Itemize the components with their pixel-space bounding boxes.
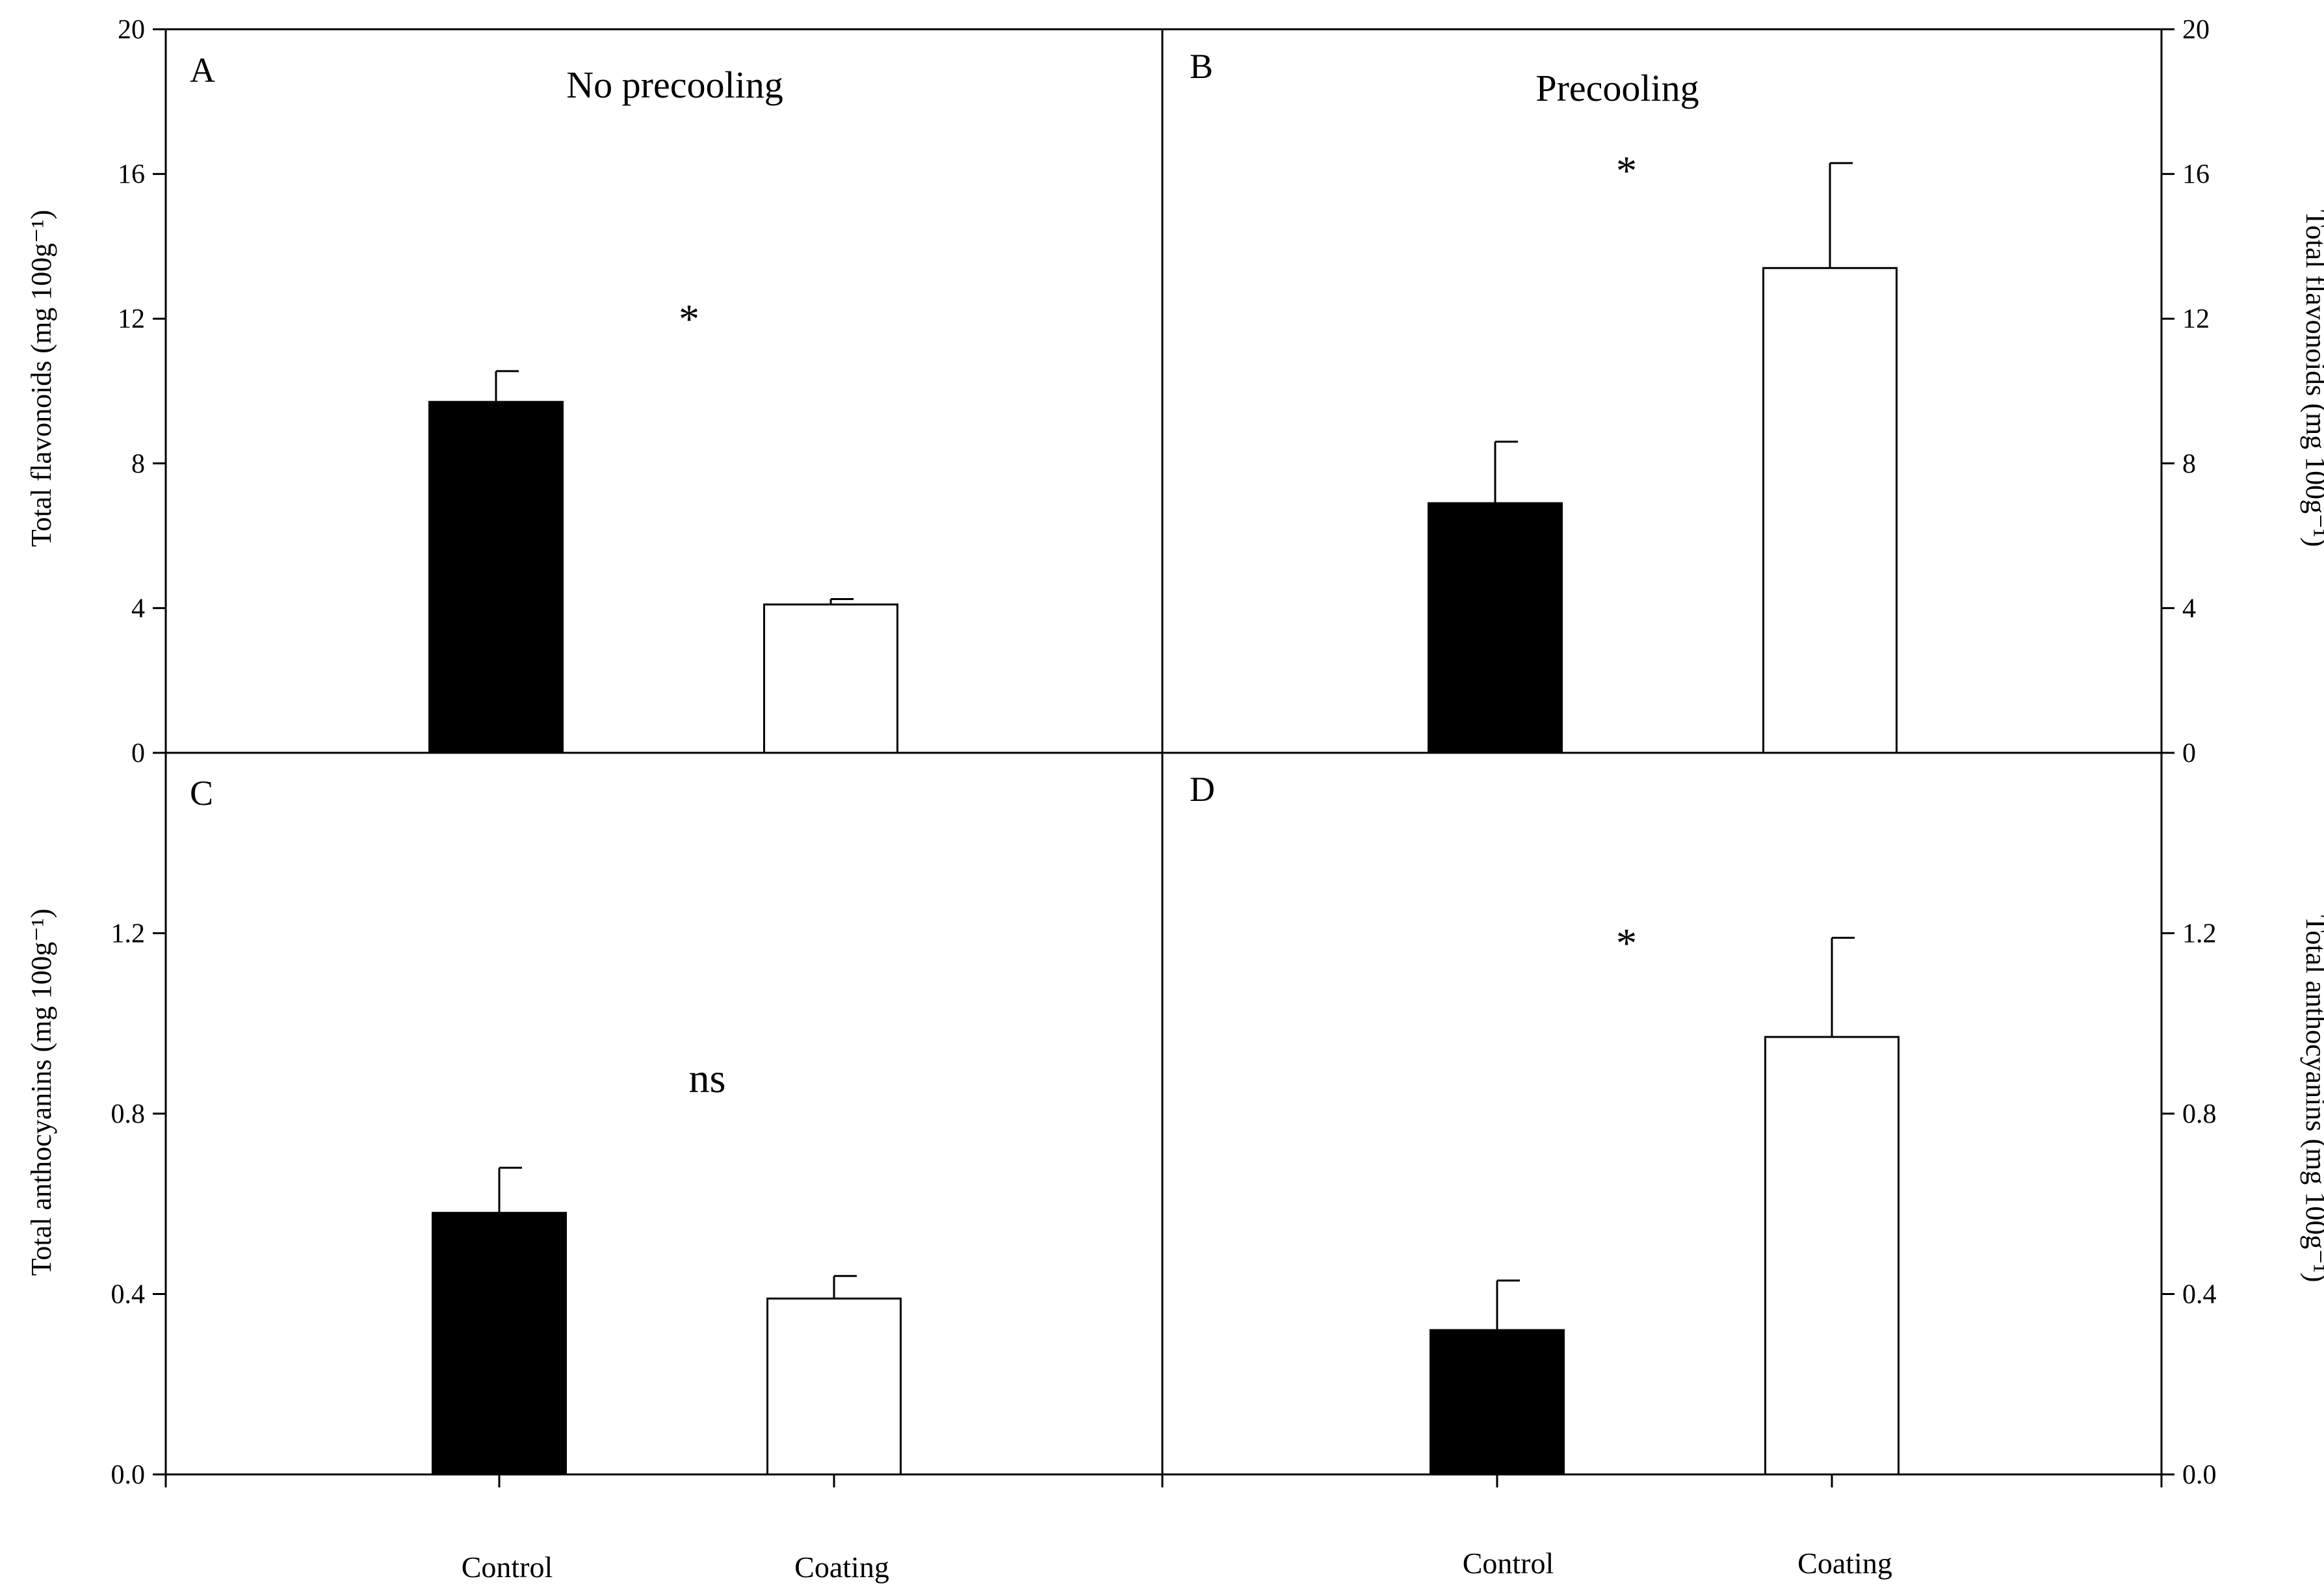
y-tick-label-b-0: 0 — [2182, 739, 2196, 768]
y-tick-label-c-1: 0.4 — [111, 1280, 146, 1310]
category-label-coating-right: Coating — [1797, 1547, 1892, 1580]
plot-layer: 0 4 8 12 16 20 0 4 8 12 16 20 0.0 0.4 0.8 1.2 0.0 0.4 0.8 1… — [111, 15, 2217, 1490]
panel-letter-a: A — [190, 51, 215, 90]
panel-title-b: Precooling — [1535, 67, 1699, 109]
y-axis-title-d: Total anthocyanins (mg 100g⁻¹) — [2300, 915, 2324, 1283]
y-tick-label-d-1: 0.4 — [2182, 1280, 2217, 1310]
bar-a-coating — [763, 603, 898, 754]
y-tick-label-b-2: 8 — [2182, 449, 2196, 479]
y-tick-label-a-4: 16 — [118, 160, 145, 190]
y-tick-label-a-1: 4 — [131, 594, 145, 623]
category-label-control-right: Control — [1463, 1547, 1554, 1580]
y-tick-label-c-0: 0.0 — [111, 1460, 146, 1490]
significance-a: * — [679, 296, 699, 342]
y-tick-label-a-3: 12 — [118, 304, 145, 334]
y-axis-title-b: Total flavonoids (mg 100g⁻¹) — [2300, 210, 2324, 547]
significance-b: * — [1616, 148, 1637, 194]
y-tick-label-a-0: 0 — [131, 739, 145, 768]
y-tick-label-d-0: 0.0 — [2182, 1460, 2217, 1490]
bar-c-coating — [766, 1297, 902, 1476]
significance-c: ns — [689, 1055, 726, 1101]
y-tick-label-c-3: 1.2 — [111, 919, 146, 949]
bar-d-control — [1430, 1329, 1565, 1476]
y-tick-label-b-1: 4 — [2182, 594, 2196, 623]
y-tick-label-d-3: 1.2 — [2182, 919, 2217, 949]
y-tick-label-b-4: 16 — [2182, 160, 2210, 190]
category-label-control-left: Control — [462, 1550, 553, 1584]
panel-title-a: No precooling — [566, 64, 783, 106]
y-axis-title-c: Total anthocyanins (mg 100g⁻¹) — [25, 909, 57, 1276]
category-label-coating-left: Coating — [794, 1550, 889, 1584]
bar-d-coating — [1764, 1036, 1900, 1476]
panel-letter-b: B — [1190, 47, 1213, 86]
y-tick-label-a-2: 8 — [131, 449, 145, 479]
y-axis-title-a: Total flavonoids (mg 100g⁻¹) — [25, 210, 57, 547]
panel-letter-c: C — [190, 774, 213, 813]
panel-letter-d: D — [1190, 770, 1215, 809]
bar-b-control — [1428, 502, 1563, 754]
y-tick-label-c-2: 0.8 — [111, 1099, 146, 1129]
bar-b-coating — [1762, 267, 1898, 754]
significance-d: * — [1616, 920, 1637, 966]
y-tick-label-b-5: 20 — [2182, 15, 2210, 45]
bar-a-control — [428, 400, 564, 754]
y-tick-label-a-5: 20 — [118, 15, 145, 45]
y-tick-label-b-3: 12 — [2182, 304, 2210, 334]
bar-c-control — [432, 1212, 567, 1476]
y-tick-label-d-2: 0.8 — [2182, 1099, 2217, 1129]
